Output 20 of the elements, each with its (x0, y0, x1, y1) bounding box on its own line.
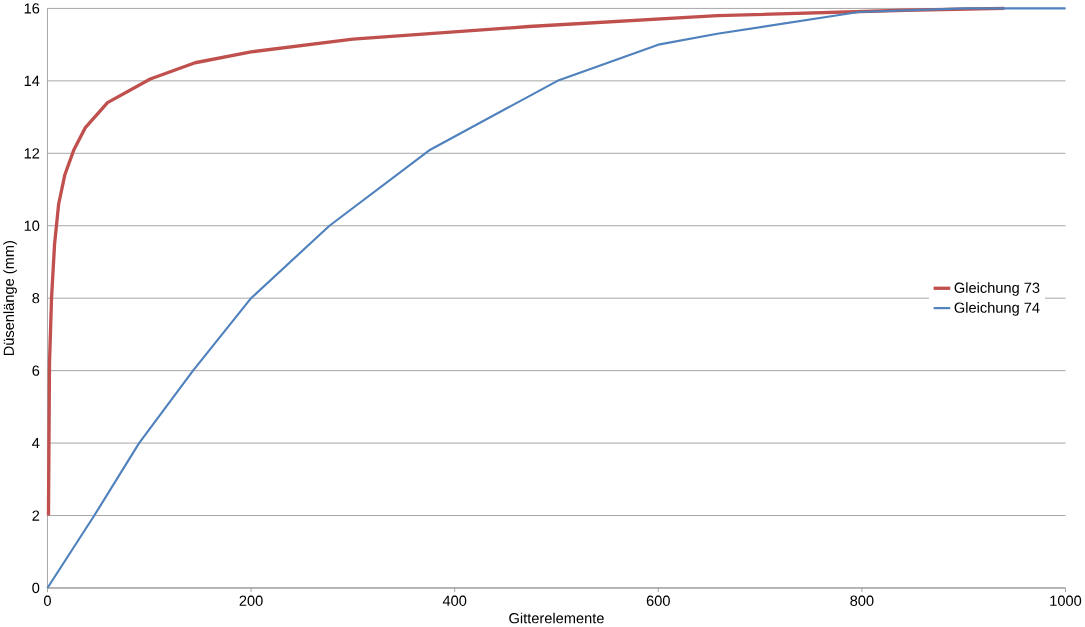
x-tick-label: 200 (239, 595, 263, 607)
x-tick-label: 800 (850, 595, 874, 607)
x-axis-title: Gitterelemente (509, 612, 604, 624)
y-tick-label: 10 (24, 220, 40, 232)
y-tick-label: 4 (32, 438, 40, 449)
legend-label: Gleichung 73 (954, 282, 1040, 297)
y-tick-label: 2 (32, 510, 40, 521)
x-tick-label: 600 (646, 595, 670, 607)
legend-label: Gleichung 74 (954, 302, 1040, 316)
y-tick-label: 8 (32, 293, 40, 304)
y-tick-label: 6 (32, 365, 40, 376)
line-series (46, 7, 1067, 590)
y-axis-title: Düsenlänge (mm) (3, 241, 17, 356)
y-tick-label: 14 (24, 76, 40, 87)
x-tick-label: 400 (442, 595, 467, 607)
y-tick-label: 12 (24, 148, 40, 159)
y-tick-label: 0 (32, 582, 40, 594)
x-tick-label: 0 (43, 595, 51, 607)
y-tick-label: 16 (24, 3, 40, 14)
x-tick-label: 1000 (1050, 595, 1082, 607)
